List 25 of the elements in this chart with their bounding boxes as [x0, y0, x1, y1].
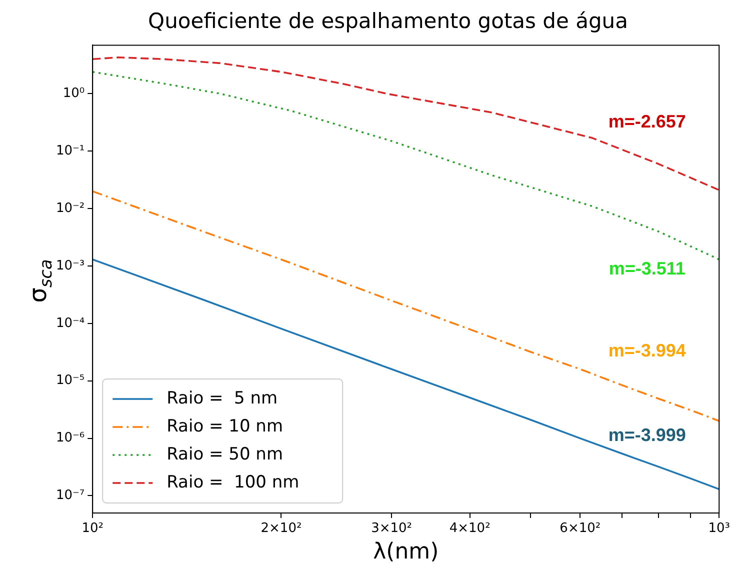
chart-title: Quoeficiente de espalhamento gotas de água	[148, 9, 628, 34]
x-tick-label: 10²	[82, 521, 104, 536]
annotation: m=-2.657	[608, 111, 686, 132]
x-tick-label: 2×10²	[260, 521, 302, 536]
x-tick-label: 3×10²	[371, 521, 412, 536]
y-tick-label: 10⁻²	[56, 200, 85, 216]
legend-label: Raio = 100 nm	[166, 472, 300, 492]
y-tick-label: 10⁻⁵	[56, 373, 85, 388]
annotation: m=-3.511	[608, 258, 686, 279]
x-tick-label: 6×10²	[560, 521, 601, 536]
y-tick-label: 10⁰	[62, 86, 85, 102]
legend-label: Raio = 50 nm	[166, 444, 284, 464]
y-tick-label: 10⁻⁴	[56, 316, 85, 331]
legend-label: Raio = 5 nm	[166, 388, 278, 408]
legend-label: Raio = 10 nm	[166, 416, 284, 436]
x-tick-label: 10³	[708, 521, 730, 536]
y-tick-label: 10⁻⁷	[56, 488, 85, 504]
x-axis-title: λ(nm)	[373, 540, 439, 565]
y-axis-title: σsca	[24, 259, 56, 303]
x-tick-label: 4×10²	[449, 521, 490, 536]
y-tick-label: 10⁻¹	[56, 144, 85, 159]
y-tick-label: 10⁻³	[56, 258, 85, 274]
annotation: m=-3.999	[608, 424, 686, 445]
y-tick-label: 10⁻⁶	[56, 430, 85, 446]
annotation: m=-3.994	[608, 340, 686, 361]
